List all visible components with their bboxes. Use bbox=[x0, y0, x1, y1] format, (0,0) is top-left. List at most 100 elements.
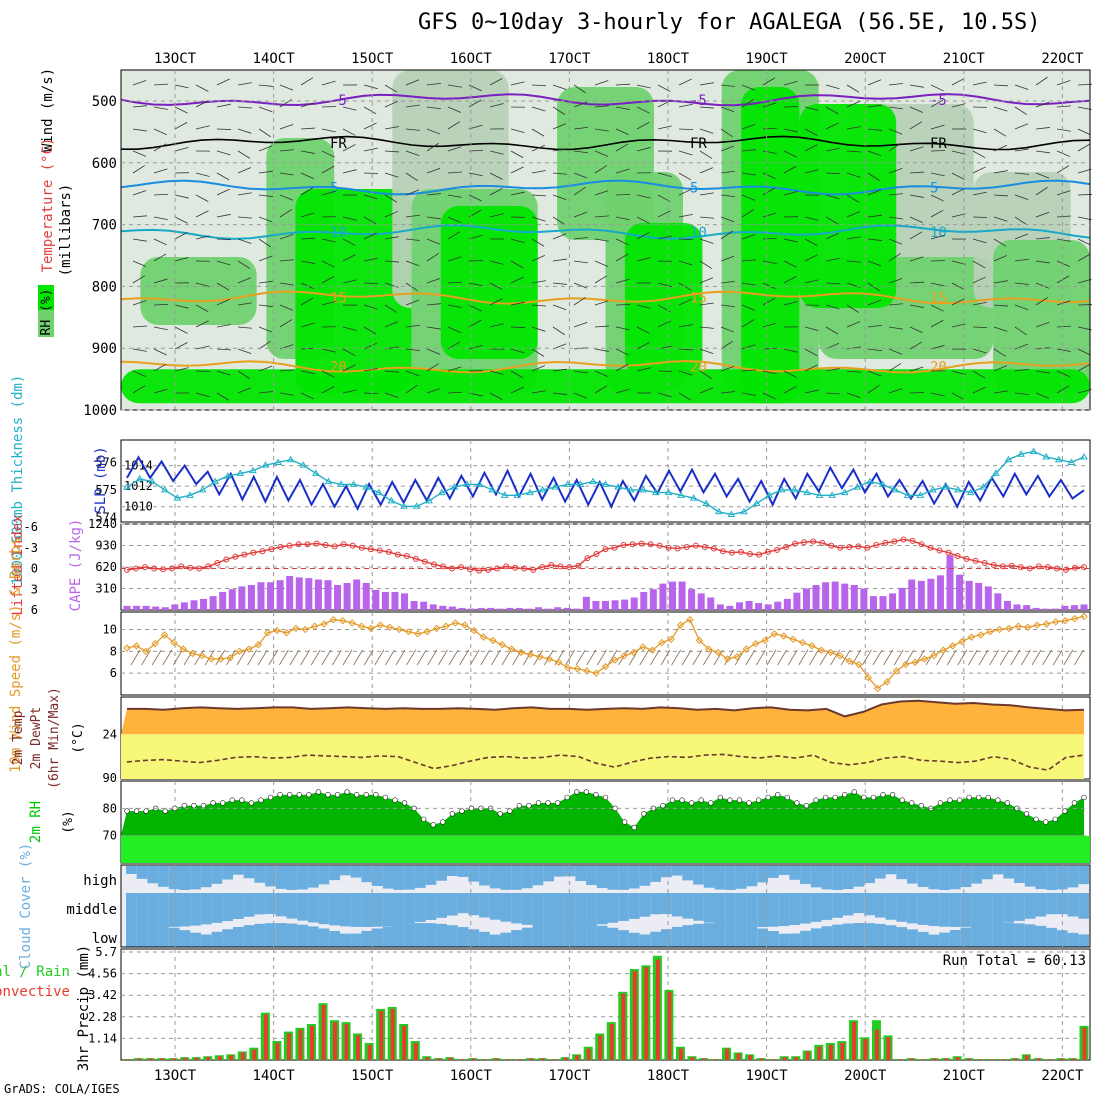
thickness-point bbox=[903, 491, 912, 498]
wind-barb bbox=[909, 84, 924, 88]
time-tick-label: 18OCT bbox=[647, 1068, 690, 1084]
thickness-point bbox=[714, 507, 723, 515]
cape-bar bbox=[975, 582, 983, 610]
wind-barb bbox=[489, 188, 503, 196]
cloud-bar-high bbox=[168, 866, 180, 890]
wind-barb bbox=[363, 122, 377, 130]
cloud-bar-middle bbox=[126, 893, 137, 925]
cloud-bar-high bbox=[511, 866, 522, 890]
surface-wind-barb bbox=[247, 649, 257, 666]
wind-barb bbox=[1014, 172, 1029, 175]
li-point bbox=[584, 555, 591, 562]
wind-speed-point bbox=[235, 647, 244, 656]
li-point bbox=[349, 542, 356, 549]
wind-barb bbox=[174, 146, 189, 152]
wind-barb bbox=[762, 77, 776, 86]
wind-barb bbox=[321, 260, 335, 268]
wind-barb bbox=[174, 367, 189, 372]
rh-point bbox=[172, 805, 178, 812]
cloud-bar-low bbox=[222, 929, 233, 947]
wind-barb bbox=[804, 216, 819, 221]
li-point bbox=[187, 564, 194, 571]
wind-barb bbox=[573, 392, 588, 399]
rh-point bbox=[507, 808, 513, 814]
wind-barb bbox=[279, 392, 294, 396]
cape-bar bbox=[152, 606, 160, 610]
cape-bar bbox=[1061, 605, 1069, 610]
rh-area bbox=[121, 791, 1084, 836]
wind-barb bbox=[153, 278, 168, 284]
li-point bbox=[286, 542, 293, 549]
cloud-bar-low bbox=[885, 925, 897, 947]
axis-label: Temperature (°C) bbox=[40, 138, 56, 273]
precip-convective-bar bbox=[1024, 1055, 1029, 1060]
precip-convective-bar bbox=[482, 1059, 487, 1060]
time-tick-label: 13OCT bbox=[154, 1068, 197, 1084]
time-tick-label: 22OCT bbox=[1041, 1068, 1084, 1084]
wind-barb bbox=[531, 144, 545, 152]
rh-point bbox=[267, 794, 274, 801]
rh-contour-region bbox=[440, 206, 538, 359]
wind-barb bbox=[615, 326, 630, 331]
cloud-bar-low bbox=[832, 924, 843, 947]
wind-barb bbox=[615, 143, 629, 152]
wind-speed-point bbox=[357, 622, 366, 630]
surface-wind-barb bbox=[342, 649, 353, 666]
wind-barb bbox=[258, 238, 271, 248]
wind-barb bbox=[426, 278, 441, 284]
wind-barb bbox=[888, 216, 903, 220]
time-tick-label: 17OCT bbox=[548, 1068, 591, 1084]
wind-barb bbox=[342, 238, 356, 246]
li-tick-label: 3 bbox=[31, 582, 38, 596]
cloud-bar-high bbox=[725, 866, 736, 890]
wind-barb bbox=[678, 298, 692, 306]
wind-barb bbox=[909, 171, 924, 174]
pressure-tick-label: 700 bbox=[92, 218, 117, 234]
li-point bbox=[909, 537, 916, 544]
surface-wind-barb bbox=[416, 649, 427, 666]
wind-speed-point bbox=[301, 625, 309, 634]
wind-barb bbox=[531, 170, 546, 174]
wind-barb bbox=[636, 84, 651, 89]
thickness-point bbox=[563, 480, 572, 487]
cape-bar bbox=[946, 555, 954, 610]
surface-wind-barb bbox=[1063, 649, 1074, 666]
thickness-point bbox=[979, 483, 988, 490]
cape-bar bbox=[171, 604, 179, 610]
wind-barb bbox=[384, 321, 399, 328]
wind-barb bbox=[510, 370, 524, 379]
wind-barb bbox=[195, 320, 209, 328]
wind-barb bbox=[489, 77, 503, 86]
wind-barb bbox=[174, 304, 189, 309]
wind-barb bbox=[888, 193, 903, 196]
wind-barb bbox=[615, 193, 631, 196]
surface-wind-barb bbox=[957, 649, 968, 666]
wind-barb bbox=[216, 188, 230, 196]
cloud-bar-low bbox=[372, 928, 383, 947]
cloud-bar-middle bbox=[521, 893, 533, 925]
wind-barb bbox=[153, 128, 167, 136]
wind-barb bbox=[258, 304, 273, 308]
rh-point bbox=[277, 791, 283, 798]
cape-bar bbox=[812, 585, 820, 610]
cloud-bar-low bbox=[340, 933, 351, 947]
isotherm-label: 15 bbox=[330, 291, 347, 307]
wind-barb bbox=[531, 194, 546, 197]
cloud-bar-low bbox=[907, 929, 918, 947]
wind-barb bbox=[237, 82, 252, 86]
li-tick-label: -6 bbox=[24, 520, 38, 534]
cloud-bar-high bbox=[853, 866, 865, 887]
wind-barb bbox=[363, 194, 378, 200]
wind-barb bbox=[993, 365, 1008, 372]
cloud-bar-low bbox=[1078, 934, 1089, 947]
cloud-bar-middle bbox=[543, 893, 554, 927]
wind-speed-point bbox=[292, 624, 300, 633]
thickness-point bbox=[425, 496, 434, 504]
li-point bbox=[1035, 563, 1042, 570]
rh-contour-region bbox=[295, 189, 412, 393]
wind-barb bbox=[699, 326, 714, 329]
wind-barb bbox=[342, 364, 356, 372]
cape-bar bbox=[908, 579, 916, 610]
cape-bar bbox=[965, 580, 973, 610]
wind-barb bbox=[972, 166, 986, 174]
